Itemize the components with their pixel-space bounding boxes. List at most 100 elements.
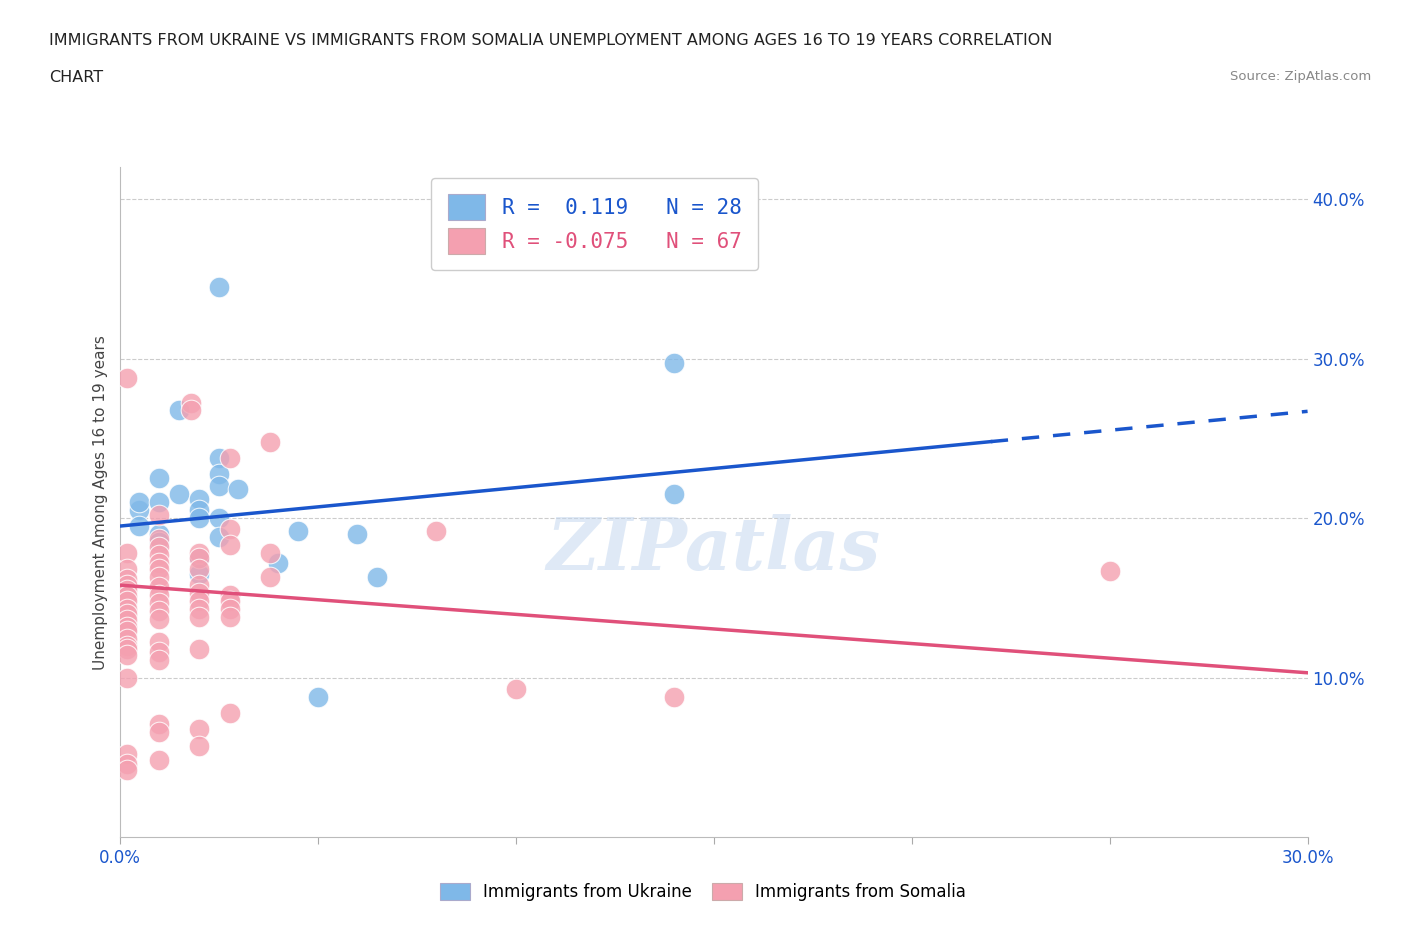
Point	[117, 606, 139, 621]
Point	[505, 682, 527, 697]
Point	[117, 370, 139, 385]
Point	[187, 566, 209, 581]
Point	[219, 705, 242, 720]
Point	[187, 642, 209, 657]
Point	[187, 562, 209, 577]
Point	[148, 611, 170, 626]
Point	[117, 648, 139, 663]
Point	[148, 526, 170, 541]
Point	[662, 356, 685, 371]
Point	[148, 539, 170, 554]
Y-axis label: Unemployment Among Ages 16 to 19 years: Unemployment Among Ages 16 to 19 years	[93, 335, 108, 670]
Point	[148, 508, 170, 523]
Point	[148, 495, 170, 510]
Point	[662, 486, 685, 501]
Point	[366, 570, 388, 585]
Point	[207, 280, 229, 295]
Point	[187, 492, 209, 507]
Point	[148, 653, 170, 668]
Point	[117, 578, 139, 592]
Point	[259, 570, 281, 585]
Point	[267, 555, 290, 570]
Legend: R =  0.119   N = 28, R = -0.075   N = 67: R = 0.119 N = 28, R = -0.075 N = 67	[432, 178, 758, 271]
Point	[148, 555, 170, 570]
Point	[117, 571, 139, 586]
Point	[148, 579, 170, 594]
Point	[187, 551, 209, 565]
Point	[187, 546, 209, 561]
Point	[148, 587, 170, 602]
Point	[117, 619, 139, 634]
Point	[148, 535, 170, 550]
Point	[180, 396, 202, 411]
Point	[219, 538, 242, 552]
Point	[148, 548, 170, 563]
Point	[187, 609, 209, 624]
Point	[187, 593, 209, 608]
Point	[207, 450, 229, 465]
Point	[148, 753, 170, 768]
Point	[187, 503, 209, 518]
Point	[117, 756, 139, 771]
Point	[219, 593, 242, 608]
Point	[167, 486, 190, 501]
Point	[287, 524, 309, 538]
Point	[117, 747, 139, 762]
Point	[117, 562, 139, 577]
Text: Source: ZipAtlas.com: Source: ZipAtlas.com	[1230, 70, 1371, 83]
Point	[219, 602, 242, 617]
Point	[148, 716, 170, 731]
Point	[187, 602, 209, 617]
Text: IMMIGRANTS FROM UKRAINE VS IMMIGRANTS FROM SOMALIA UNEMPLOYMENT AMONG AGES 16 TO: IMMIGRANTS FROM UKRAINE VS IMMIGRANTS FR…	[49, 33, 1053, 47]
Point	[259, 434, 281, 449]
Point	[219, 450, 242, 465]
Point	[117, 593, 139, 608]
Point	[117, 638, 139, 653]
Point	[148, 595, 170, 610]
Point	[148, 604, 170, 618]
Point	[1098, 564, 1121, 578]
Point	[207, 530, 229, 545]
Point	[187, 551, 209, 565]
Point	[187, 578, 209, 592]
Point	[219, 609, 242, 624]
Point	[128, 519, 150, 534]
Point	[117, 763, 139, 777]
Point	[117, 624, 139, 639]
Point	[307, 689, 329, 704]
Text: ZIPatlas: ZIPatlas	[547, 513, 880, 585]
Point	[187, 738, 209, 753]
Point	[207, 466, 229, 481]
Point	[662, 689, 685, 704]
Point	[117, 631, 139, 646]
Point	[148, 471, 170, 485]
Point	[128, 503, 150, 518]
Point	[259, 546, 281, 561]
Point	[148, 562, 170, 577]
Point	[128, 495, 150, 510]
Point	[187, 511, 209, 525]
Point	[117, 613, 139, 628]
Text: CHART: CHART	[49, 70, 103, 85]
Point	[148, 635, 170, 650]
Point	[346, 526, 368, 541]
Point	[228, 482, 250, 497]
Point	[219, 522, 242, 537]
Point	[167, 403, 190, 418]
Point	[148, 531, 170, 546]
Point	[207, 511, 229, 525]
Point	[117, 671, 139, 685]
Point	[148, 644, 170, 659]
Point	[207, 479, 229, 494]
Point	[180, 403, 202, 418]
Point	[117, 589, 139, 604]
Point	[219, 587, 242, 602]
Point	[117, 582, 139, 597]
Point	[148, 724, 170, 739]
Point	[425, 524, 447, 538]
Point	[148, 570, 170, 585]
Legend: Immigrants from Ukraine, Immigrants from Somalia: Immigrants from Ukraine, Immigrants from…	[433, 876, 973, 908]
Point	[187, 586, 209, 601]
Point	[117, 642, 139, 657]
Point	[117, 546, 139, 561]
